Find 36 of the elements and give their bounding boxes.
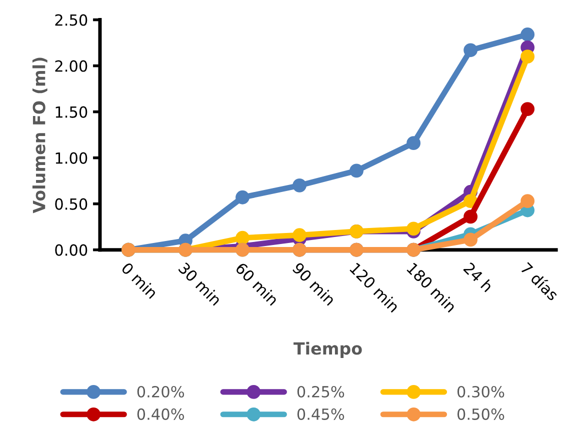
x-tick-label: 0 min — [120, 262, 158, 300]
point — [292, 228, 306, 242]
x-tick-label: 60 min — [234, 262, 280, 306]
point — [520, 102, 535, 116]
point — [520, 28, 535, 42]
point — [520, 194, 535, 208]
y-tick-label: 2.50 — [55, 14, 88, 26]
y-tick-label: 0.50 — [55, 198, 88, 210]
y-axis-title: Volumen FO (ml) — [32, 58, 48, 214]
point — [350, 164, 364, 178]
legend-label: 0.25% — [297, 386, 344, 398]
x-tick-label: 90 min — [292, 262, 336, 306]
y-tick-label: 0.00 — [55, 244, 88, 256]
point — [464, 232, 478, 247]
point — [464, 210, 478, 224]
legend-label: 0.45% — [297, 408, 344, 420]
point — [406, 136, 420, 150]
legend-label: 0.40% — [137, 408, 184, 420]
legend-label: 0.50% — [457, 408, 504, 420]
y-tick-label: 1.00 — [56, 152, 88, 164]
x-tick-label: 7 días — [520, 261, 560, 302]
point — [236, 190, 250, 204]
legend-label: 0.20% — [137, 386, 184, 398]
point — [236, 230, 250, 245]
y-tick-label: 1.50 — [56, 106, 88, 118]
x-axis-title: Tiempo — [294, 342, 362, 358]
point — [464, 43, 478, 58]
x-tick-label: 30 min — [178, 262, 222, 306]
y-tick-label: 2.00 — [55, 60, 88, 72]
x-tick-label: 24 h — [463, 262, 494, 292]
point — [520, 50, 535, 64]
point — [406, 222, 420, 236]
point — [292, 178, 306, 192]
legend-label: 0.30% — [457, 386, 504, 398]
x-tick-label: 180 min — [406, 262, 458, 313]
x-tick-label: 120 min — [349, 262, 400, 313]
